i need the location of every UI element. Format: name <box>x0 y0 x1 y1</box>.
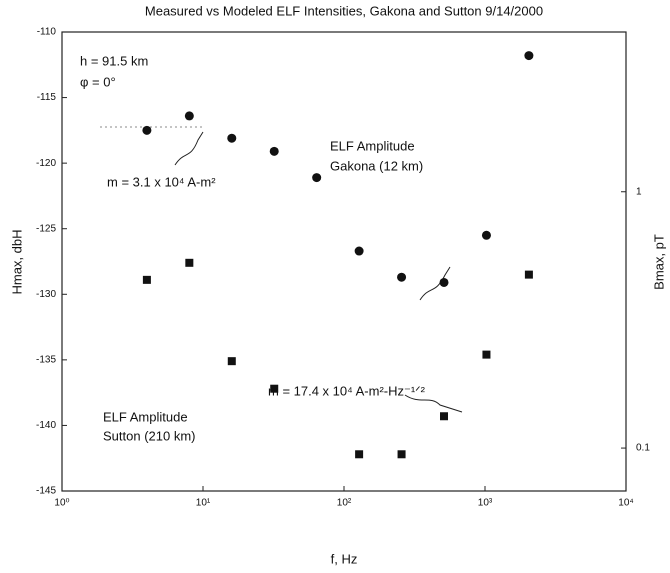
x-tick-label: 10³ <box>478 498 493 509</box>
square-marker <box>524 270 533 279</box>
y-tick-label: -140 <box>36 420 56 431</box>
y-tick-label: -115 <box>37 92 57 103</box>
y2-tick-label: 0.1 <box>636 443 650 454</box>
arrow <box>404 394 463 413</box>
circle-marker <box>397 272 407 282</box>
square-marker <box>397 450 406 459</box>
circle-marker <box>439 277 449 287</box>
y-tick-label: -135 <box>36 354 56 365</box>
square-marker <box>270 384 279 393</box>
arrow <box>419 266 451 301</box>
square-marker <box>482 350 491 359</box>
square-marker <box>142 275 151 284</box>
x-tick-label: 10¹ <box>196 498 211 509</box>
y2-axis-label: Bmax, pT <box>651 234 666 290</box>
annotation: ELF Amplitude <box>330 138 415 153</box>
annotation: m = 3.1 x 10⁴ A-m² <box>107 174 216 189</box>
annotation: Gakona (12 km) <box>330 158 423 173</box>
square-marker <box>227 357 236 366</box>
y-tick-label: -110 <box>37 27 57 38</box>
arrow <box>174 131 204 166</box>
y-tick-label: -130 <box>36 289 56 300</box>
y-tick-label: -120 <box>36 158 56 169</box>
chart-title: Measured vs Modeled ELF Intensities, Gak… <box>145 3 543 18</box>
y-tick-label: -125 <box>36 223 56 234</box>
annotation: ELF Amplitude <box>103 409 188 424</box>
square-marker <box>440 412 449 421</box>
annotation: Sutton (210 km) <box>103 428 196 443</box>
circle-marker <box>481 230 491 240</box>
circle-marker <box>312 173 322 183</box>
y-axis-label: Hmax, dbH <box>9 229 24 294</box>
x-axis-label: f, Hz <box>331 551 358 566</box>
circle-marker <box>354 246 364 256</box>
square-marker <box>355 450 364 459</box>
x-tick-label: 10⁴ <box>618 498 633 509</box>
x-tick-label: 10² <box>337 498 352 509</box>
annotation: φ = 0° <box>80 74 116 89</box>
x-tick-label: 10⁰ <box>54 498 69 509</box>
annotation: m = 17.4 x 10⁴ A-m²-Hz⁻¹ᐟ² <box>268 383 426 398</box>
y2-tick-label: 1 <box>636 186 642 197</box>
y-tick-label: -145 <box>36 486 56 497</box>
annotation: h = 91.5 km <box>80 53 148 68</box>
square-marker <box>185 258 194 267</box>
circle-marker <box>524 51 534 61</box>
circle-marker <box>142 125 152 135</box>
circle-marker <box>184 111 194 121</box>
circle-marker <box>269 146 279 156</box>
circle-marker <box>227 133 237 143</box>
